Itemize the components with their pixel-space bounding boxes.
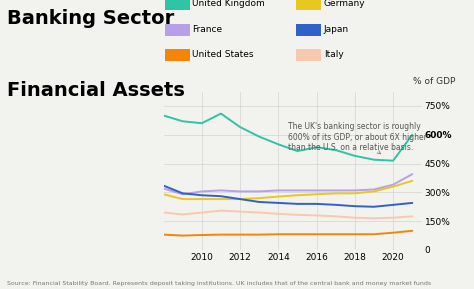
Text: Italy: Italy <box>324 50 344 59</box>
Text: Banking Sector: Banking Sector <box>7 9 174 28</box>
Text: Financial Assets: Financial Assets <box>7 81 185 100</box>
Text: Source: Financial Stability Board. Represents deposit taking institutions. UK in: Source: Financial Stability Board. Repre… <box>7 281 431 286</box>
Text: Germany: Germany <box>324 0 365 8</box>
Text: Japan: Japan <box>324 25 349 34</box>
Text: United States: United States <box>192 50 254 59</box>
Text: The UK's banking sector is roughly
600% of its GDP, or about 6X higher
than the : The UK's banking sector is roughly 600% … <box>288 122 427 154</box>
Text: % of GDP: % of GDP <box>413 77 456 86</box>
Text: United Kingdom: United Kingdom <box>192 0 265 8</box>
Text: France: France <box>192 25 223 34</box>
